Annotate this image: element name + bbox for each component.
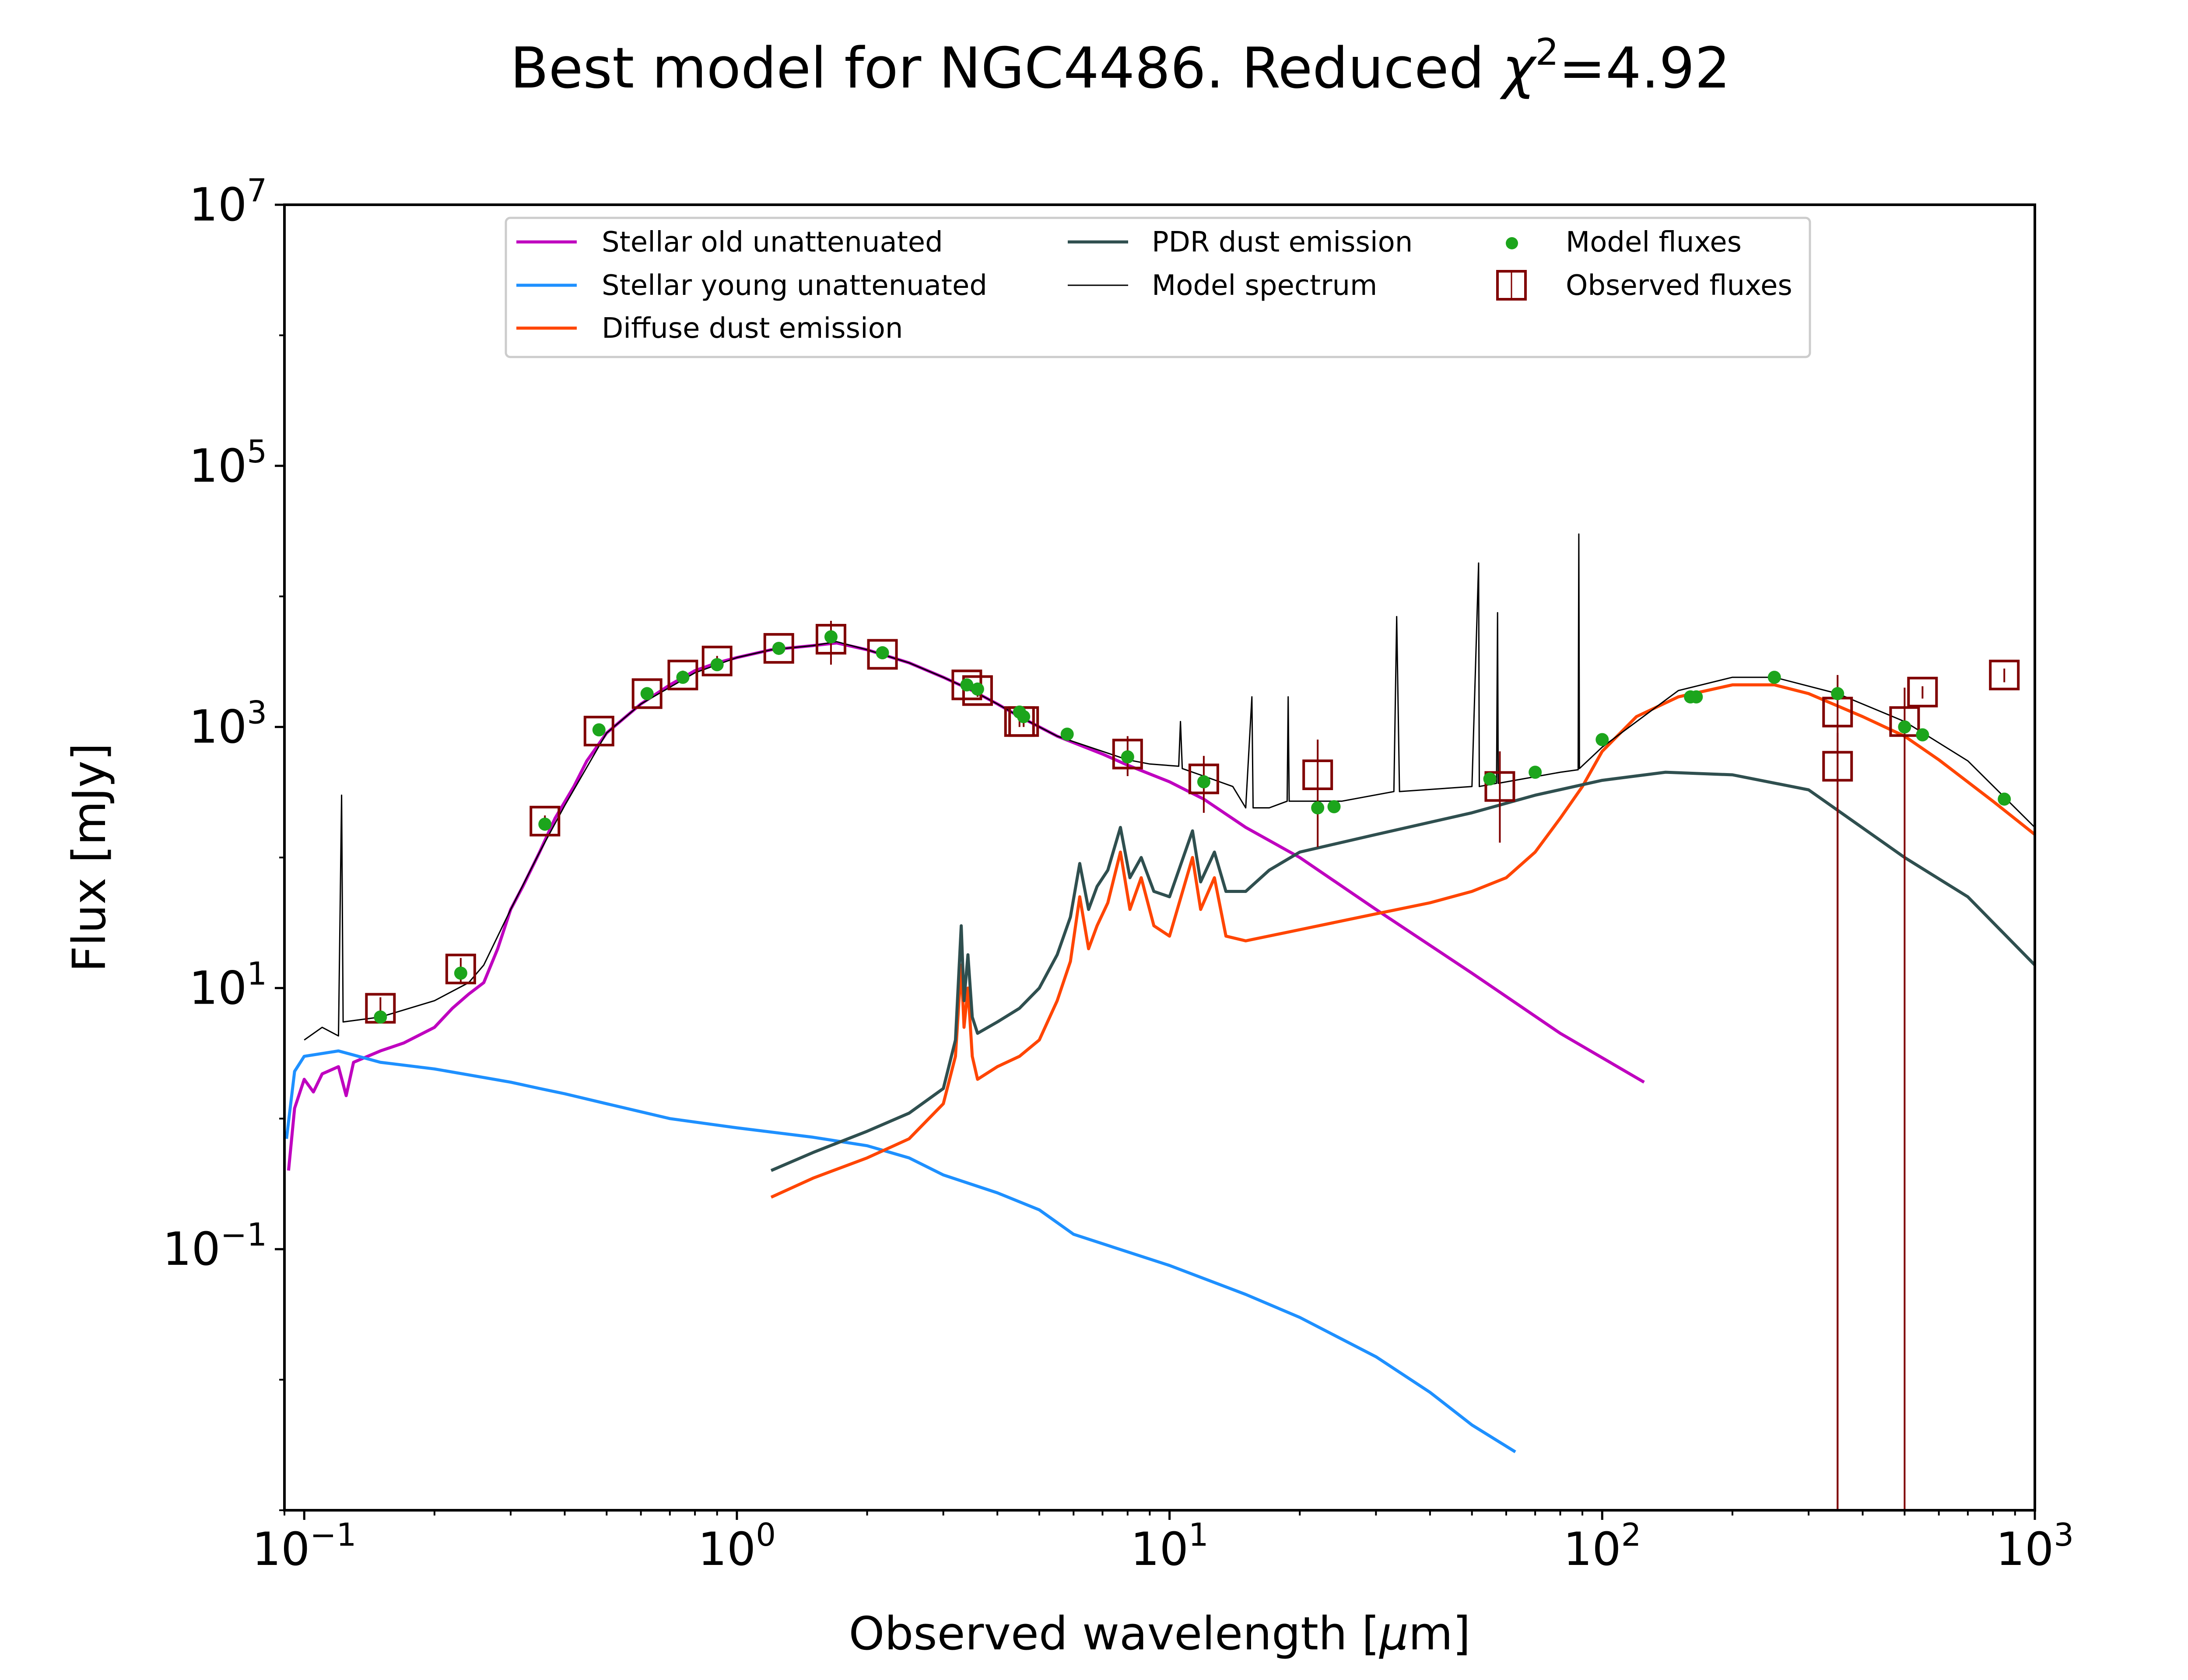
x-tick-label: 101 bbox=[1131, 1516, 1209, 1576]
model-flux-point bbox=[971, 682, 984, 696]
observed-flux-marker bbox=[631, 678, 663, 709]
y-tick-label: 105 bbox=[189, 433, 267, 493]
model-flux-point bbox=[538, 817, 552, 831]
model-flux-point bbox=[1998, 792, 2011, 806]
observed-flux-point bbox=[1484, 751, 1515, 843]
plot-frame bbox=[283, 203, 2036, 1512]
observed-fluxes-layer bbox=[365, 621, 2020, 1510]
model-flux-point bbox=[374, 1010, 387, 1024]
observed-flux-marker bbox=[763, 633, 794, 664]
legend-label-stellar-old: Stellar old unattenuated bbox=[602, 226, 943, 259]
model-flux-point bbox=[824, 630, 838, 644]
observed-flux-marker bbox=[701, 645, 733, 676]
observed-flux-point bbox=[1907, 676, 1938, 707]
model-flux-point bbox=[454, 966, 467, 980]
legend-label-pdr-dust: PDR dust emission bbox=[1152, 226, 1413, 259]
observed-flux-marker bbox=[1989, 659, 2020, 690]
observed-flux-point bbox=[1822, 733, 1853, 1510]
observed-flux-marker bbox=[1889, 706, 1920, 737]
model-flux-point bbox=[1595, 733, 1609, 746]
model-flux-point bbox=[1529, 766, 1542, 779]
x-tick-label: 10−1 bbox=[252, 1516, 356, 1576]
y-axis-ticks: 10−1 101 103 105 107 bbox=[163, 172, 284, 1511]
y-tick-label: 10−1 bbox=[163, 1216, 267, 1276]
model-flux-point bbox=[876, 646, 889, 660]
legend-box bbox=[505, 217, 1811, 358]
model-flux-point bbox=[1060, 728, 1074, 741]
model-flux-point bbox=[1483, 772, 1497, 786]
observed-flux-marker bbox=[1302, 759, 1333, 790]
legend: Stellar old unattenuated Stellar young u… bbox=[505, 217, 1811, 358]
model-flux-point bbox=[1017, 710, 1031, 723]
model-flux-point bbox=[1916, 728, 1929, 742]
legend-model-fluxes-marker bbox=[1506, 237, 1518, 249]
series-line-model-spectrum bbox=[304, 533, 2035, 1041]
series-line-diffuse-dust-emission bbox=[770, 683, 2035, 1199]
model-flux-point bbox=[1197, 775, 1210, 788]
legend-item-stellar-old: Stellar old unattenuated bbox=[516, 226, 943, 259]
model-flux-point bbox=[1898, 720, 1911, 734]
series-line-pdr-dust-emission bbox=[770, 770, 2035, 1172]
model-flux-point bbox=[1311, 801, 1325, 815]
observed-flux-marker bbox=[1822, 751, 1853, 782]
model-flux-point bbox=[960, 678, 974, 692]
observed-flux-marker bbox=[1188, 763, 1219, 794]
legend-label-model-fluxes: Model fluxes bbox=[1566, 226, 1742, 259]
y-axis-label: Flux [mJy] bbox=[63, 743, 116, 972]
x-tick-label: 100 bbox=[698, 1516, 776, 1576]
x-tick-label: 102 bbox=[1563, 1516, 1641, 1576]
series-line-stellar-old-unattenuated bbox=[287, 641, 1645, 1171]
y-tick-label: 101 bbox=[189, 955, 267, 1015]
observed-flux-point bbox=[1989, 659, 2020, 690]
y-tick-label: 103 bbox=[189, 694, 267, 754]
y-tick-label: 107 bbox=[189, 172, 267, 231]
legend-item-observed-fluxes: Observed fluxes bbox=[1496, 270, 1792, 302]
model-flux-point bbox=[1690, 690, 1703, 704]
model-flux-point bbox=[640, 687, 654, 700]
legend-item-diffuse-dust: Diffuse dust emission bbox=[516, 312, 903, 345]
model-flux-point bbox=[710, 658, 724, 672]
x-tick-label: 103 bbox=[1996, 1516, 2074, 1576]
model-flux-point bbox=[1767, 671, 1781, 684]
observed-flux-marker bbox=[583, 716, 614, 747]
legend-label-stellar-young: Stellar young unattenuated bbox=[602, 270, 987, 302]
model-flux-point bbox=[1327, 800, 1341, 813]
legend-item-model-fluxes: Model fluxes bbox=[1506, 226, 1742, 259]
legend-label-model-spectrum: Model spectrum bbox=[1152, 270, 1377, 302]
observed-flux-marker bbox=[445, 953, 476, 984]
x-axis-label: Observed wavelength [μm] bbox=[849, 1607, 1471, 1660]
observed-flux-marker bbox=[815, 624, 846, 655]
legend-item-model-spectrum: Model spectrum bbox=[1068, 270, 1377, 302]
legend-item-stellar-young: Stellar young unattenuated bbox=[516, 270, 987, 302]
legend-label-observed-fluxes: Observed fluxes bbox=[1566, 270, 1792, 302]
observed-flux-point bbox=[1889, 687, 1920, 1510]
legend-label-diffuse-dust: Diffuse dust emission bbox=[602, 312, 903, 345]
observed-flux-marker bbox=[529, 805, 561, 836]
model-flux-point bbox=[1121, 750, 1134, 763]
observed-flux-marker bbox=[1484, 771, 1515, 802]
model-fluxes-layer bbox=[374, 630, 2011, 1024]
legend-item-pdr-dust: PDR dust emission bbox=[1068, 226, 1413, 259]
series-line-stellar-young-unattenuated bbox=[285, 1049, 1516, 1453]
x-axis-ticks: 10−1 100 101 102 103 bbox=[252, 1510, 2074, 1576]
observed-flux-marker bbox=[667, 659, 698, 690]
model-flux-point bbox=[772, 641, 785, 655]
observed-flux-point bbox=[1302, 739, 1333, 847]
model-flux-point bbox=[1831, 687, 1844, 700]
model-flux-point bbox=[676, 671, 690, 684]
chart-title: Best model for NGC4486. Reduced χ2=4.92 bbox=[510, 31, 1730, 101]
observed-flux-marker bbox=[1907, 676, 1938, 707]
observed-flux-marker bbox=[867, 639, 898, 670]
model-flux-point bbox=[592, 723, 606, 737]
observed-flux-marker bbox=[1112, 738, 1143, 770]
